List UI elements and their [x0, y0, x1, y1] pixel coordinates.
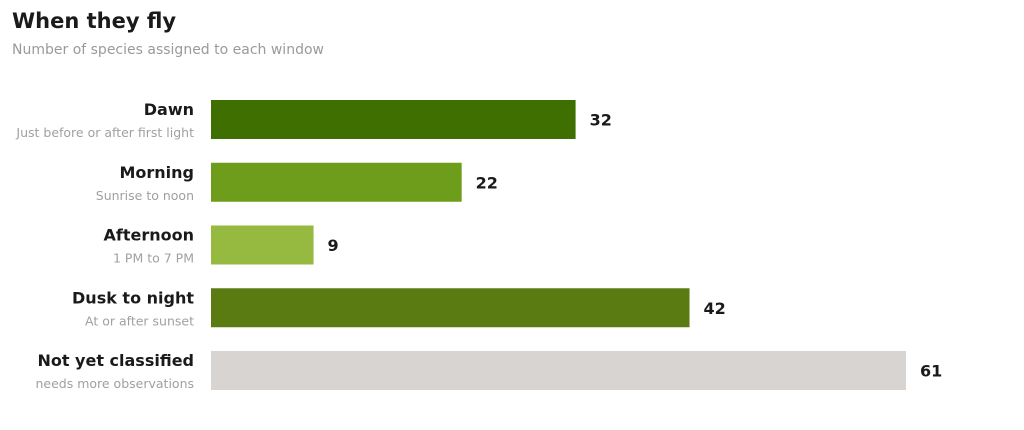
- bar: [211, 100, 576, 139]
- category-label: Afternoon: [104, 226, 195, 245]
- chart-title: When they fly: [12, 9, 177, 33]
- category-note: Just before or after first light: [15, 125, 194, 140]
- category-note: needs more observations: [35, 376, 194, 391]
- bar: [211, 225, 314, 265]
- category-note: At or after sunset: [85, 313, 194, 328]
- category-label: Not yet classified: [37, 351, 194, 370]
- category-label: Dusk to night: [72, 288, 194, 307]
- bar: [211, 351, 906, 390]
- chart-header: When they fly Number of species assigned…: [12, 8, 324, 59]
- value-label: 32: [590, 111, 612, 130]
- chart-subtitle: Number of species assigned to each windo…: [12, 42, 324, 58]
- category-label: Dawn: [144, 100, 194, 119]
- bar: [211, 288, 690, 328]
- value-label: 42: [704, 299, 726, 318]
- category-note: Sunrise to noon: [96, 188, 194, 203]
- value-label: 61: [920, 362, 942, 381]
- bar: [211, 162, 462, 202]
- category-label: Morning: [119, 163, 194, 182]
- category-note: 1 PM to 7 PM: [113, 251, 194, 266]
- value-label: 9: [328, 236, 339, 255]
- value-label: 22: [476, 173, 498, 192]
